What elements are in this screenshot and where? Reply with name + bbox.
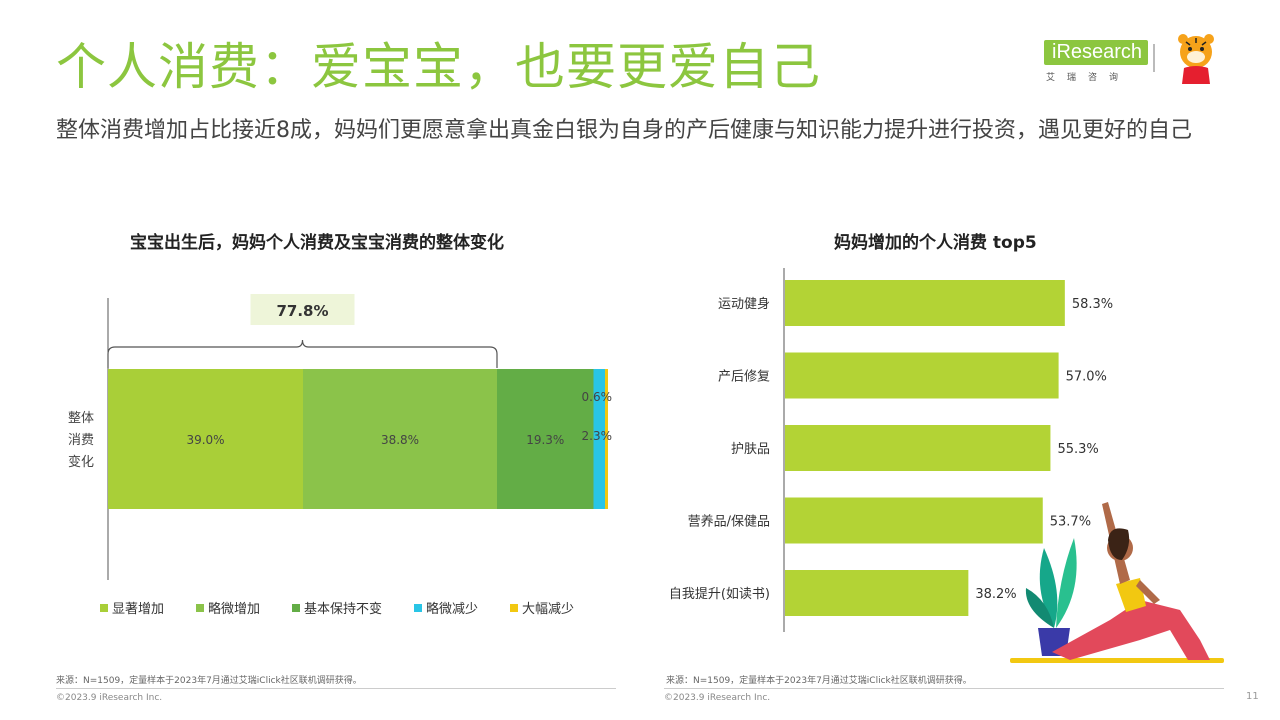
plant-leaf (1025, 588, 1054, 628)
iresearch-logo: iResearch 艾瑞咨询 (1042, 38, 1149, 88)
qiaohu-tiger-logo (1178, 34, 1214, 84)
category-label: 整体 (68, 411, 94, 426)
bracket-label-box (250, 294, 355, 325)
legend-swatch (414, 604, 422, 612)
stacked-value-label: 0.6% (582, 390, 613, 404)
copyright-left: ©2023.9 iResearch Inc. (56, 693, 163, 703)
yoga-arm (1136, 580, 1160, 604)
stacked-segment-1 (108, 369, 303, 509)
yoga-legs (1052, 600, 1210, 660)
iresearch-logo-brand: iResearch (1044, 40, 1149, 65)
footer-divider-right (664, 688, 1224, 689)
page-subtitle: 整体消费增加占比接近8成，妈妈们更愿意拿出真金白银为自身的产后健康与知识能力提升… (56, 118, 1193, 143)
yoga-illustration (1010, 502, 1224, 663)
increase-bracket (107, 339, 498, 368)
top5-category-label: 运动健身 (718, 296, 770, 312)
legend-label: 略微增加 (208, 601, 260, 617)
left-chart-title: 宝宝出生后，妈妈个人消费及宝宝消费的整体变化 (130, 233, 504, 253)
copyright-right: ©2023.9 iResearch Inc. (664, 693, 771, 703)
page-title: 个人消费：爱宝宝，也要更爱自己 (56, 38, 821, 96)
top5-category-label: 自我提升(如读书) (669, 586, 770, 602)
yoga-mat (1010, 658, 1224, 663)
category-label: 消费 (68, 433, 94, 448)
legend-label: 显著增加 (112, 602, 164, 617)
top5-bar (785, 352, 1059, 399)
stacked-value-label: 2.3% (582, 429, 613, 443)
page-number: 11 (1246, 691, 1259, 702)
top5-category-label: 护肤品 (731, 442, 770, 457)
top5-value-label: 55.3% (1057, 442, 1098, 457)
category-label: 变化 (68, 454, 94, 470)
top5-bar (785, 497, 1043, 544)
iresearch-logo-cn: 艾瑞咨询 (1046, 73, 1131, 83)
top5-bar (785, 570, 969, 616)
stacked-segment-4 (593, 369, 605, 509)
source-note-left: 来源：N=1509，定量样本于2023年7月通过艾瑞iClick社区联机调研获得… (56, 676, 362, 686)
legend-swatch (292, 604, 300, 612)
stacked-value-label: 39.0% (186, 433, 224, 447)
legend-swatch (196, 604, 204, 612)
stacked-segment-3 (497, 369, 594, 509)
legend-swatch (510, 604, 518, 612)
plant-leaf (1039, 548, 1058, 628)
legend-swatch (100, 604, 108, 612)
top5-value-label: 53.7% (1050, 515, 1091, 530)
top5-bar (785, 280, 1065, 326)
legend-label: 基本保持不变 (304, 601, 382, 617)
bracket-total-label: 77.8% (276, 302, 328, 320)
top5-value-label: 57.0% (1066, 370, 1107, 385)
stacked-value-label: 38.8% (381, 433, 419, 447)
stacked-value-label: 19.3% (526, 433, 564, 447)
yoga-hair (1108, 528, 1130, 560)
source-note-right: 来源：N=1509，定量样本于2023年7月通过艾瑞iClick社区联机调研获得… (666, 676, 972, 686)
top5-bar-chart: 运动健身 58.3% 产后修复 57.0% 护肤品 55.3% 营养品/保健品 53.7% 自我… (669, 268, 1224, 663)
top5-value-label: 38.2% (975, 587, 1016, 602)
right-chart-title: 妈妈增加的个人消费 top5 (834, 233, 1037, 253)
top5-value-label: 58.3% (1072, 297, 1113, 312)
footer-divider-left (56, 688, 616, 689)
logo-divider (1153, 44, 1155, 72)
legend-label: 大幅减少 (522, 602, 574, 617)
top5-category-label: 营养品/保健品 (688, 514, 770, 530)
top5-bar (785, 425, 1051, 471)
top5-category-label: 产后修复 (718, 370, 770, 385)
legend-label: 略微减少 (426, 601, 478, 617)
stacked-segment-5 (605, 369, 608, 509)
plant-leaf (1056, 538, 1077, 628)
stacked-segment-2 (303, 369, 497, 509)
